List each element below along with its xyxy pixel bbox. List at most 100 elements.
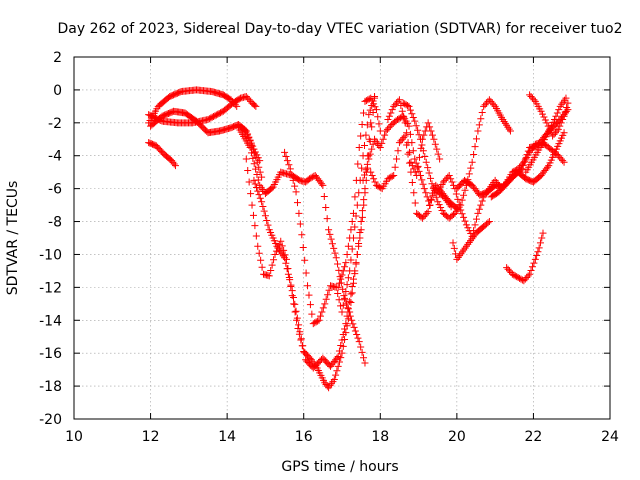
y-tick-label: -4 [48,149,62,165]
data-point [368,171,376,179]
data-point [484,219,492,227]
data-point [472,135,480,143]
data-point [344,242,352,250]
data-point [401,100,409,108]
data-point [535,244,543,252]
data-point [351,193,359,201]
data-point [350,323,358,331]
data-point [524,147,532,155]
data-points [145,86,572,392]
data-point [425,169,433,177]
x-tick-label: 16 [295,429,313,445]
x-tick-label: 10 [65,429,83,445]
data-point [401,119,409,127]
data-point [560,129,568,137]
data-point [538,234,546,242]
data-point [528,263,536,271]
data-point [335,358,343,366]
data-point [249,154,257,162]
data-point [260,207,268,215]
data-point [557,119,565,127]
data-point [554,125,562,133]
data-point [242,127,250,135]
data-point [431,189,439,197]
data-point [518,276,526,284]
data-point [405,148,413,156]
data-point [385,124,393,132]
data-point [344,304,352,312]
data-point [289,176,297,184]
data-point [300,349,308,357]
data-point [511,272,519,280]
data-point [338,336,346,344]
data-point [401,132,409,140]
data-point [318,180,326,188]
data-point [355,338,363,346]
data-point [307,174,315,182]
data-point [348,283,356,291]
data-point [411,117,419,125]
data-point [513,273,521,281]
data-point [242,92,250,100]
data-point [416,135,424,143]
data-point [271,250,279,258]
x-tick-label: 22 [525,429,543,445]
data-point [242,155,250,163]
data-point [270,256,278,264]
data-point [441,176,449,184]
data-point [347,256,355,264]
data-point [255,191,263,199]
data-point [291,308,299,316]
data-point [341,325,349,333]
data-point [450,244,458,252]
data-point [384,175,392,183]
data-point [302,269,310,277]
data-point [342,259,350,267]
data-point [524,272,532,280]
data-point [461,186,469,194]
data-point [348,245,356,253]
data-point [549,118,557,126]
data-point [539,229,547,237]
data-point [454,195,462,203]
data-point [390,171,398,179]
data-point [281,148,289,156]
data-point [347,298,355,306]
data-point [408,178,416,186]
data-point [341,263,349,271]
data-point [550,130,558,138]
data-point [298,231,306,239]
data-point [263,216,271,224]
data-point [516,274,524,282]
data-point [294,325,302,332]
data-point [477,201,485,209]
data-point [520,158,528,166]
data-point [387,173,395,181]
data-point [429,184,437,192]
data-point [325,226,333,234]
data-point [391,101,399,109]
data-point [258,263,266,271]
data-point [322,204,330,212]
data-point [268,261,276,269]
y-tick-label: -14 [39,313,62,329]
data-point [430,135,438,143]
data-point [360,201,368,209]
data-point [358,213,366,221]
data-point [353,250,361,258]
data-point [245,133,253,141]
data-point [396,114,404,122]
data-point [334,362,342,370]
data-point [540,136,548,144]
data-point [528,94,536,102]
data-point [445,171,453,179]
data-point [330,244,338,252]
data-point [530,259,538,267]
data-point [506,267,513,275]
series-arc-9 [334,94,384,291]
data-point [390,102,398,110]
data-point [485,218,493,226]
data-point [523,273,531,281]
data-point [305,291,313,299]
data-point [316,312,324,320]
